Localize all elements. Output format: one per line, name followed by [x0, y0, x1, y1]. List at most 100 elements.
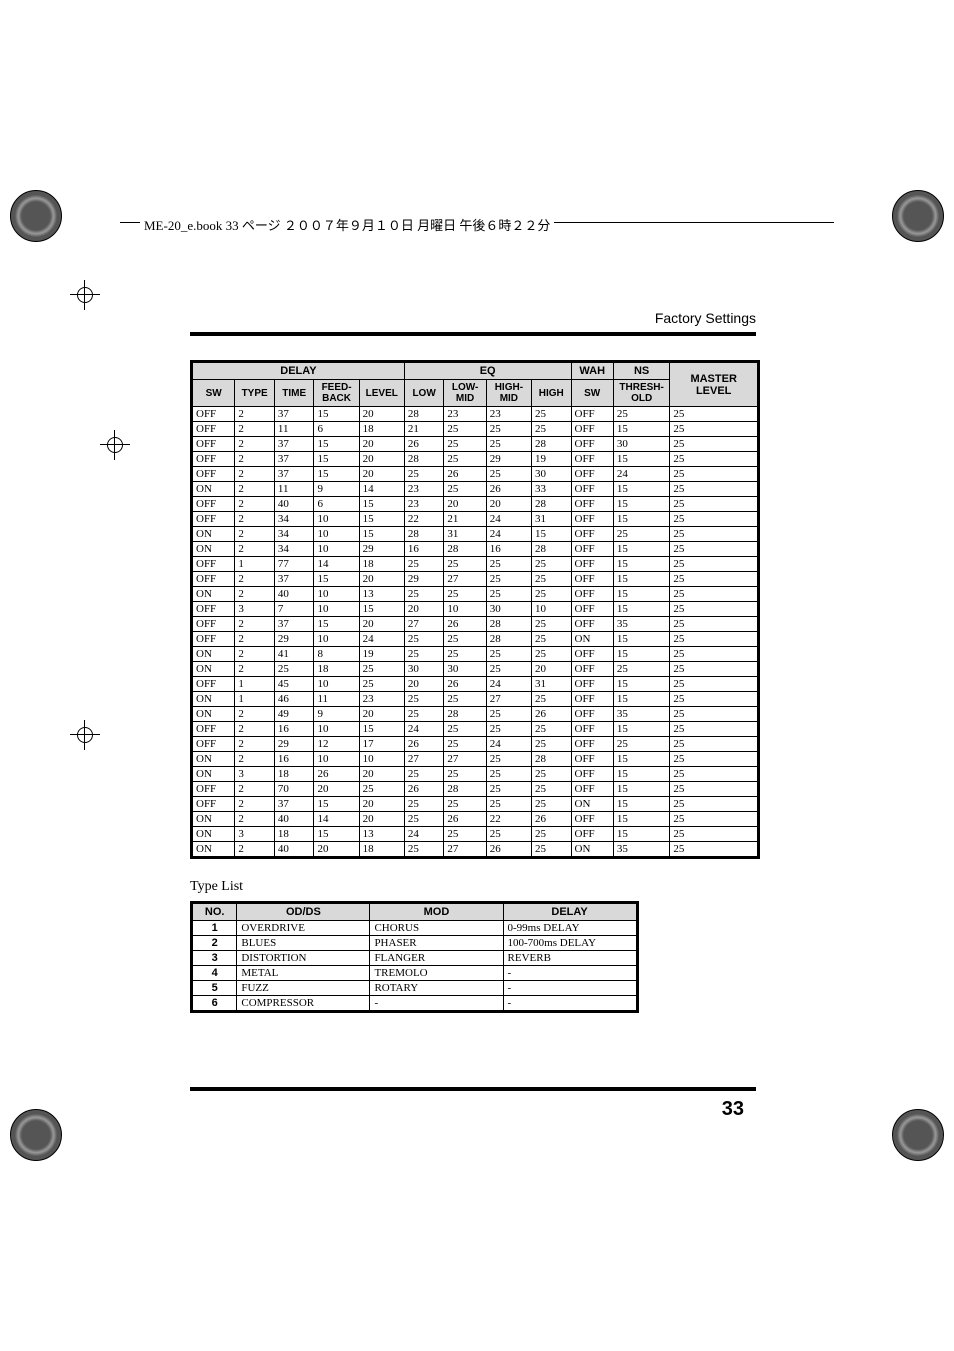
table-cell: OFF	[571, 407, 613, 422]
table-cell: 10	[314, 677, 359, 692]
table-row: ON240142025262226OFF1525	[193, 812, 758, 827]
table-cell: 40	[274, 587, 314, 602]
table-cell: 3	[193, 951, 237, 966]
table-cell: 25	[670, 797, 758, 812]
table-cell: OFF	[193, 782, 235, 797]
table-cell: 31	[531, 677, 571, 692]
table-cell: 27	[444, 572, 486, 587]
table-cell: 23	[404, 497, 444, 512]
table-cell: 27	[486, 692, 531, 707]
table-cell: 25	[404, 587, 444, 602]
table-cell: 19	[359, 647, 404, 662]
table-cell: 6	[314, 497, 359, 512]
table-cell: 28	[404, 527, 444, 542]
table-cell: 13	[359, 587, 404, 602]
table-cell: 26	[531, 707, 571, 722]
table-cell: 25	[486, 767, 531, 782]
table-cell: 25	[444, 587, 486, 602]
table-cell: 34	[274, 512, 314, 527]
table-row: OFF237152026252528OFF3025	[193, 437, 758, 452]
table-cell: 2	[235, 572, 275, 587]
table-cell: OFF	[571, 587, 613, 602]
table-cell: 2	[235, 452, 275, 467]
table-cell: 14	[314, 557, 359, 572]
table-cell: 29	[404, 572, 444, 587]
table-cell: 15	[613, 782, 670, 797]
table-cell: 25	[670, 542, 758, 557]
table-cell: 25	[531, 587, 571, 602]
group-header: NS	[613, 363, 670, 380]
table-row: OFF37101520103010OFF1525	[193, 602, 758, 617]
table-cell: 28	[404, 452, 444, 467]
corner-mark-icon	[892, 190, 944, 242]
table-cell: REVERB	[503, 951, 636, 966]
table-cell: 25	[531, 692, 571, 707]
table-cell: PHASER	[370, 936, 503, 951]
table-cell: OFF	[193, 497, 235, 512]
table-row: 4METALTREMOLO-	[193, 966, 637, 981]
table-cell: 10	[314, 752, 359, 767]
table-row: OFF229102425252825ON1525	[193, 632, 758, 647]
table-cell: 15	[613, 632, 670, 647]
table-cell: OFF	[571, 692, 613, 707]
table-cell: 20	[359, 407, 404, 422]
table-cell: 28	[404, 407, 444, 422]
table-cell: 28	[531, 437, 571, 452]
table-cell: 23	[444, 407, 486, 422]
table-cell: 20	[359, 572, 404, 587]
table-cell: 25	[486, 707, 531, 722]
type-header: MOD	[370, 904, 503, 921]
group-header-row: DELAY EQ WAH NS MASTER LEVEL	[193, 363, 758, 380]
table-cell: 15	[613, 557, 670, 572]
table-cell: 10	[314, 602, 359, 617]
table-cell: 25	[531, 572, 571, 587]
table-cell: 18	[314, 662, 359, 677]
table-cell: OFF	[571, 452, 613, 467]
sub-header: LOW	[404, 380, 444, 407]
table-cell: OFF	[571, 707, 613, 722]
table-cell: ON	[193, 842, 235, 857]
table-cell: 2	[235, 512, 275, 527]
table-cell: 25	[670, 557, 758, 572]
table-cell: 15	[314, 467, 359, 482]
table-cell: 4	[193, 966, 237, 981]
table-cell: 10	[314, 512, 359, 527]
table-row: OFF237152025262530OFF2425	[193, 467, 758, 482]
table-cell: 25	[444, 632, 486, 647]
table-cell: 15	[359, 602, 404, 617]
sub-header: HIGH-MID	[486, 380, 531, 407]
table-cell: 30	[531, 467, 571, 482]
table-cell: OFF	[571, 662, 613, 677]
table-cell: 2	[235, 467, 275, 482]
table-cell: 25	[670, 827, 758, 842]
table-cell: ON	[571, 797, 613, 812]
table-cell: ON	[193, 542, 235, 557]
table-cell: OFF	[571, 437, 613, 452]
table-cell: 77	[274, 557, 314, 572]
table-cell: 23	[404, 482, 444, 497]
table-cell: 2	[235, 737, 275, 752]
table-cell: 25	[404, 812, 444, 827]
table-cell: 25	[444, 482, 486, 497]
table-cell: 40	[274, 842, 314, 857]
table-row: ON318262025252525OFF1525	[193, 767, 758, 782]
table-cell: ON	[193, 752, 235, 767]
table-cell: 15	[314, 617, 359, 632]
group-header: WAH	[571, 363, 613, 380]
table-cell: METAL	[237, 966, 370, 981]
table-cell: 24	[404, 827, 444, 842]
page-number: 33	[722, 1098, 744, 1121]
table-cell: 20	[359, 812, 404, 827]
table-row: ON216101027272528OFF1525	[193, 752, 758, 767]
table-row: ON240101325252525OFF1525	[193, 587, 758, 602]
table-cell: 2	[235, 797, 275, 812]
table-cell: 25	[404, 692, 444, 707]
table-cell: 12	[314, 737, 359, 752]
table-cell: 20	[359, 437, 404, 452]
table-cell: 15	[613, 692, 670, 707]
table-cell: 15	[613, 722, 670, 737]
table-cell: 2	[235, 482, 275, 497]
table-cell: 37	[274, 452, 314, 467]
table-row: 1OVERDRIVECHORUS0-99ms DELAY	[193, 921, 637, 936]
table-cell: 25	[404, 707, 444, 722]
